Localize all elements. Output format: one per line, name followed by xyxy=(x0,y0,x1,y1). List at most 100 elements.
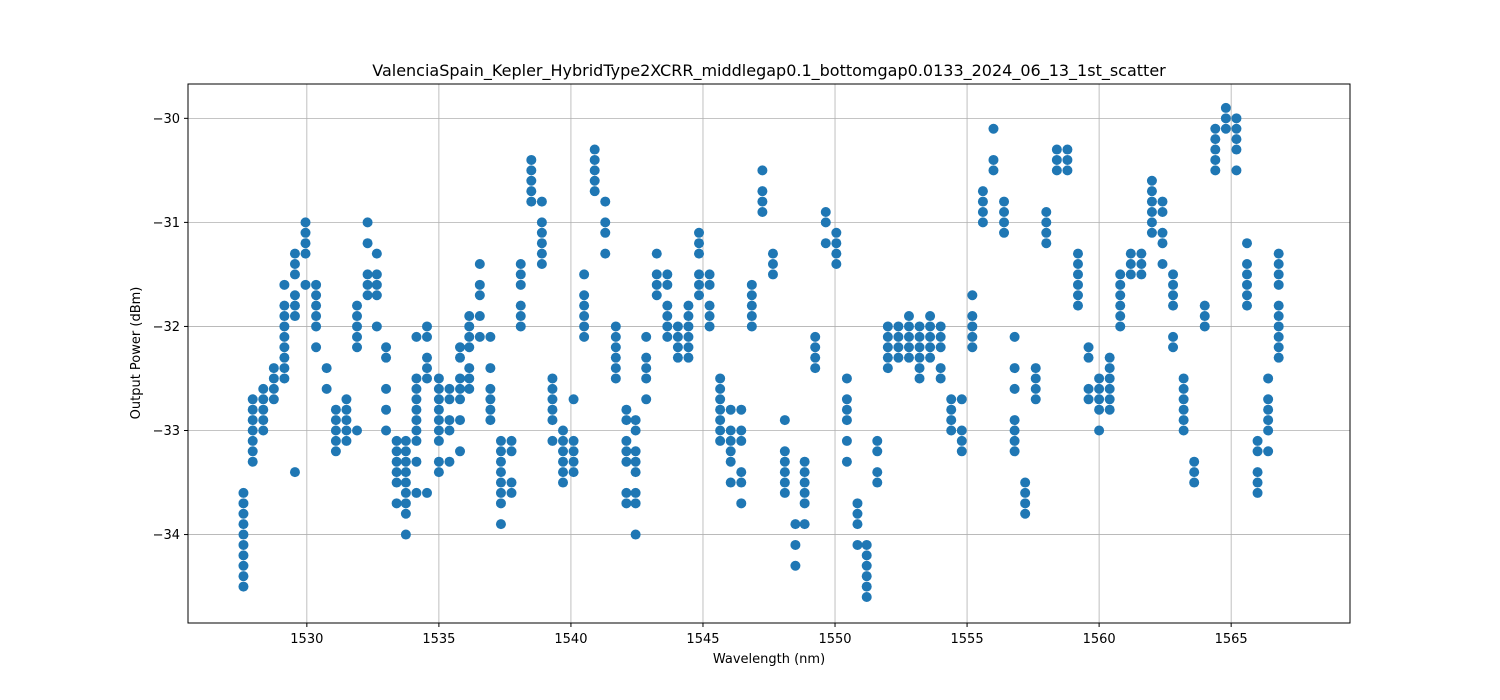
scatter-point xyxy=(1263,404,1274,415)
scatter-point xyxy=(526,196,537,207)
scatter-point xyxy=(589,186,600,197)
scatter-point xyxy=(536,227,547,238)
scatter-point xyxy=(279,331,290,342)
scatter-point xyxy=(352,300,363,311)
scatter-point xyxy=(1125,248,1136,259)
scatter-point xyxy=(411,394,422,405)
scatter-point xyxy=(330,435,341,446)
scatter-point xyxy=(558,425,569,436)
scatter-point xyxy=(641,363,652,374)
scatter-point xyxy=(1252,477,1263,488)
scatter-point xyxy=(1115,300,1126,311)
scatter-point xyxy=(672,342,683,353)
scatter-point xyxy=(1094,373,1105,384)
scatter-point xyxy=(736,477,747,488)
scatter-point xyxy=(831,238,842,249)
scatter-point xyxy=(589,165,600,176)
scatter-point xyxy=(977,186,988,197)
scatter-point xyxy=(1242,269,1253,280)
scatter-point xyxy=(391,498,402,509)
scatter-point xyxy=(455,394,466,405)
scatter-point xyxy=(411,373,422,384)
scatter-point xyxy=(621,456,632,467)
y-axis-label: Output Power (dBm) xyxy=(129,287,144,420)
scatter-point xyxy=(1146,196,1157,207)
scatter-point xyxy=(715,415,726,426)
scatter-point xyxy=(694,238,705,249)
scatter-point xyxy=(1263,373,1274,384)
scatter-point xyxy=(925,331,936,342)
scatter-point xyxy=(925,342,936,353)
scatter-point xyxy=(1062,165,1073,176)
scatter-point xyxy=(464,331,475,342)
scatter-point xyxy=(779,456,790,467)
scatter-point xyxy=(852,498,863,509)
scatter-point xyxy=(1041,206,1052,217)
scatter-point xyxy=(258,394,269,405)
scatter-point xyxy=(289,269,300,280)
scatter-point xyxy=(882,363,893,374)
scatter-point xyxy=(495,498,506,509)
scatter-point xyxy=(400,487,411,498)
scatter-point xyxy=(485,415,496,426)
scatter-point xyxy=(311,311,322,322)
scatter-point xyxy=(495,435,506,446)
scatter-point xyxy=(810,342,821,353)
scatter-point xyxy=(433,467,444,478)
scatter-point xyxy=(506,477,517,488)
scatter-point xyxy=(1136,248,1147,259)
scatter-point xyxy=(841,435,852,446)
scatter-point xyxy=(1094,383,1105,394)
scatter-point xyxy=(704,311,715,322)
scatter-point xyxy=(536,217,547,228)
scatter-point xyxy=(422,487,433,498)
scatter-point xyxy=(704,269,715,280)
scatter-point xyxy=(725,435,736,446)
scatter-point xyxy=(1273,259,1284,270)
scatter-point xyxy=(841,415,852,426)
scatter-point xyxy=(279,321,290,332)
scatter-point xyxy=(988,154,999,165)
scatter-point xyxy=(495,519,506,530)
scatter-point xyxy=(651,290,662,301)
scatter-point xyxy=(621,404,632,415)
scatter-point xyxy=(568,446,579,457)
scatter-point xyxy=(1083,394,1094,405)
scatter-point xyxy=(1220,123,1231,134)
scatter-point xyxy=(757,206,768,217)
scatter-point xyxy=(362,269,373,280)
scatter-point xyxy=(600,248,611,259)
scatter-point xyxy=(391,446,402,457)
scatter-point xyxy=(238,487,249,498)
scatter-point xyxy=(1094,404,1105,415)
scatter-point xyxy=(1210,165,1221,176)
scatter-point xyxy=(547,435,558,446)
scatter-point xyxy=(1273,279,1284,290)
scatter-point xyxy=(1168,279,1179,290)
x-tick-label: 1555 xyxy=(951,632,984,647)
x-tick-label: 1550 xyxy=(818,632,851,647)
scatter-point xyxy=(444,456,455,467)
scatter-point xyxy=(536,248,547,259)
scatter-point xyxy=(300,248,311,259)
scatter-point xyxy=(715,394,726,405)
scatter-point xyxy=(799,498,810,509)
scatter-point xyxy=(474,290,485,301)
scatter-point xyxy=(694,269,705,280)
x-tick-label: 1530 xyxy=(290,632,323,647)
scatter-point xyxy=(1273,269,1284,280)
scatter-point xyxy=(371,279,382,290)
scatter-point xyxy=(341,435,352,446)
scatter-point xyxy=(526,165,537,176)
scatter-point xyxy=(946,404,957,415)
scatter-point xyxy=(238,539,249,550)
scatter-point xyxy=(1273,300,1284,311)
scatter-point xyxy=(1231,113,1242,124)
scatter-point xyxy=(1083,383,1094,394)
scatter-point xyxy=(1072,300,1083,311)
scatter-point xyxy=(311,279,322,290)
scatter-point xyxy=(810,363,821,374)
scatter-point xyxy=(746,279,757,290)
scatter-point xyxy=(946,425,957,436)
